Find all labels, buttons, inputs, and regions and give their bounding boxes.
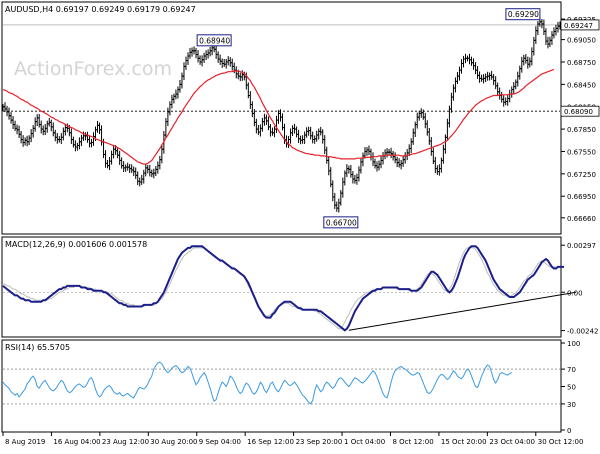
macd-trendline (348, 291, 577, 331)
x-tick-label: 16 Aug 04:00 (53, 438, 100, 446)
rsi-y-tick-label: 50 (567, 384, 576, 392)
price-annotation-box (196, 34, 232, 47)
macd-plot (2, 245, 577, 332)
x-tick-label: 23 Oct 04:00 (489, 438, 535, 446)
x-axis: 8 Aug 2019 16 Aug 04:00 23 Aug 12:00 30 Aug… (2, 432, 584, 446)
macd-y-tick-label: -0.00242 (567, 328, 598, 336)
macd-panel-frame (1, 236, 562, 338)
price-annotation-label: 0.66700 (326, 218, 357, 227)
price-annotation-box (323, 216, 359, 229)
x-tick-label: 30 Oct 12:00 (538, 438, 584, 446)
rsi-y-tick-label: 0 (567, 427, 571, 435)
macd-panel-title: MACD(12,26,9) 0.001606 0.001578 (5, 240, 147, 249)
price-annotation: 0.69290 (505, 8, 541, 21)
rsi-y-axis: 100 70 50 30 0 (561, 340, 580, 435)
x-tick-label: 8 Oct 12:00 (392, 438, 433, 446)
price-y-tick-label: 0.67850 (567, 126, 596, 134)
price-annotation-box (505, 8, 541, 21)
macd-y-tick-label: 0.00297 (567, 242, 596, 250)
reference-level-marker: 0.68090 (3, 105, 600, 117)
price-y-tick-label: 0.67550 (567, 148, 596, 156)
price-y-tick-label: 0.68750 (567, 59, 596, 67)
price-bars (1, 17, 562, 213)
x-tick-label: 15 Oct 20:00 (441, 438, 487, 446)
price-y-tick-label: 0.66660 (567, 215, 596, 223)
current-price-label: 0.69247 (564, 22, 593, 30)
rsi-panel-title: RSI(14) 65.5705 (5, 343, 70, 352)
x-tick-label: 16 Sep 12:00 (247, 438, 294, 446)
x-tick-label: 23 Aug 12:00 (102, 438, 149, 446)
rsi-y-tick-label: 70 (567, 366, 576, 374)
price-bar (558, 21, 562, 30)
price-panel-frame (1, 1, 562, 235)
x-tick-label: 9 Sep 04:00 (199, 438, 241, 446)
price-panel-title: AUDUSD,H4 0.69197 0.69249 0.69179 0.6924… (5, 5, 196, 14)
price-plot: 0.69247 0.68090 0.68940 0.66700 0.69290 (1, 8, 600, 229)
price-annotation-label: 0.69290 (508, 10, 539, 19)
rsi-y-tick-label: 30 (567, 401, 576, 409)
rsi-plot (2, 361, 560, 405)
macd-y-tick-label: 0.00 (567, 289, 583, 297)
reference-level-box (560, 105, 600, 117)
price-annotation-label: 0.68940 (199, 36, 230, 45)
price-y-tick-label: 0.66950 (567, 193, 596, 201)
x-tick-label: 23 Sep 20:00 (296, 438, 343, 446)
moving-average-line (2, 68, 555, 165)
price-annotation: 0.68940 (196, 34, 232, 47)
rsi-line (2, 361, 512, 405)
rsi-y-tick-label: 100 (567, 340, 580, 348)
reference-level-label: 0.68090 (564, 108, 593, 116)
x-tick-label: 1 Oct 04:00 (344, 438, 385, 446)
price-y-tick-label: 0.68450 (567, 81, 596, 89)
price-annotation: 0.66700 (323, 216, 359, 229)
x-tick-label: 8 Aug 2019 (5, 438, 45, 446)
macd-line (2, 245, 564, 332)
watermark: ActionForex.com (14, 58, 172, 80)
macd-y-axis: 0.00297 0.00 -0.00242 (561, 242, 598, 336)
price-y-tick-label: 0.69050 (567, 37, 596, 45)
price-y-tick-label: 0.67250 (567, 171, 596, 179)
x-tick-label: 30 Aug 20:00 (150, 438, 197, 446)
